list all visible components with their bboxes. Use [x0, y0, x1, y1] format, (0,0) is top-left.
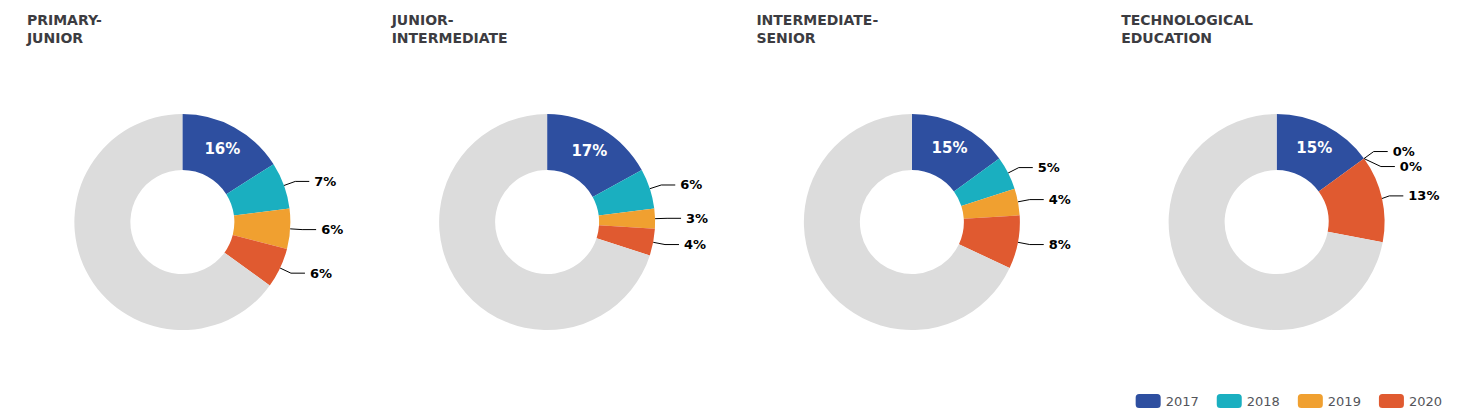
svg-text:INTERMEDIATE: INTERMEDIATE: [392, 30, 508, 46]
svg-text:17%: 17%: [571, 142, 607, 160]
svg-text:16%: 16%: [204, 140, 240, 158]
svg-text:2018: 2018: [1247, 394, 1280, 409]
svg-text:4%: 4%: [1049, 192, 1071, 207]
svg-text:2017: 2017: [1166, 394, 1199, 409]
svg-text:15%: 15%: [1296, 139, 1332, 157]
svg-text:13%: 13%: [1408, 188, 1439, 203]
svg-text:8%: 8%: [1049, 237, 1071, 252]
svg-text:4%: 4%: [684, 237, 706, 252]
svg-text:2019: 2019: [1328, 394, 1361, 409]
svg-text:TECHNOLOGICAL: TECHNOLOGICAL: [1121, 12, 1253, 28]
svg-text:3%: 3%: [686, 211, 708, 226]
svg-text:6%: 6%: [310, 266, 332, 281]
svg-text:JUNIOR-: JUNIOR-: [391, 12, 454, 28]
svg-text:2020: 2020: [1409, 394, 1442, 409]
svg-text:EDUCATION: EDUCATION: [1121, 30, 1212, 46]
svg-text:15%: 15%: [932, 139, 968, 157]
svg-text:SENIOR: SENIOR: [756, 30, 815, 46]
svg-text:6%: 6%: [680, 177, 702, 192]
svg-text:INTERMEDIATE-: INTERMEDIATE-: [756, 12, 878, 28]
svg-text:0%: 0%: [1400, 159, 1422, 174]
svg-text:5%: 5%: [1038, 160, 1060, 175]
svg-text:JUNIOR: JUNIOR: [26, 30, 83, 46]
svg-text:PRIMARY-: PRIMARY-: [27, 12, 102, 28]
svg-text:7%: 7%: [314, 174, 336, 189]
svg-text:0%: 0%: [1393, 144, 1415, 159]
svg-text:6%: 6%: [321, 222, 343, 237]
